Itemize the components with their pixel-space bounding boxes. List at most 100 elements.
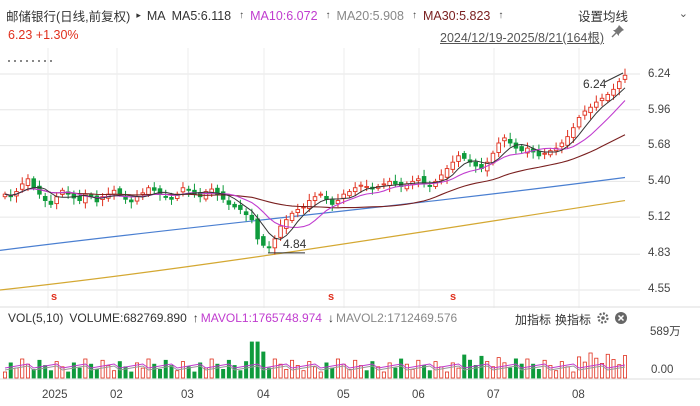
candle-body <box>622 74 628 80</box>
volume-bar <box>238 370 243 379</box>
candle-body <box>146 187 151 195</box>
gear-icon[interactable] <box>596 311 610 325</box>
volume-bar <box>318 371 323 379</box>
candle-body <box>215 187 220 195</box>
volume-bar <box>542 359 547 379</box>
pin-icon[interactable] <box>611 24 625 38</box>
volume-bar <box>77 367 82 379</box>
volume-bar <box>71 362 76 379</box>
volume-bar <box>295 365 300 379</box>
candle-body <box>450 161 456 170</box>
candle-body <box>289 212 295 221</box>
volume-bar <box>307 361 312 379</box>
candle-body <box>502 137 507 142</box>
volume-bar <box>180 361 185 379</box>
event-marker[interactable]: s <box>450 291 456 303</box>
event-marker[interactable]: s <box>51 291 57 303</box>
volume-bar <box>559 361 564 379</box>
volume-bar <box>152 363 157 379</box>
candlestick-chart[interactable]: 6.24 4.84 s s s <box>0 48 700 308</box>
event-marker[interactable]: s <box>328 291 334 303</box>
volume-bar <box>278 363 283 379</box>
volume-bar <box>14 367 19 379</box>
volume-bar <box>496 357 501 379</box>
volume-bar <box>370 361 375 379</box>
stock-title[interactable]: 邮储银行(日线,前复权) <box>6 10 131 24</box>
candle-body <box>295 209 301 213</box>
switch-indicator-button[interactable]: 换指标 <box>555 313 592 327</box>
volume-bar <box>301 370 306 379</box>
candle-body <box>312 196 318 201</box>
candle-body <box>576 117 582 128</box>
volume-bar <box>427 370 432 379</box>
candle-body <box>542 152 547 155</box>
chevron-down-icon[interactable]: ⌄ <box>678 8 688 20</box>
price-tick-1: 5.96 <box>648 104 671 116</box>
candle-body <box>266 246 272 249</box>
volume-bar <box>198 362 203 379</box>
volume-bar <box>445 371 450 379</box>
add-indicator-button[interactable]: 加指标 <box>515 313 552 327</box>
ma10-line <box>4 100 626 228</box>
candle-body <box>31 178 36 189</box>
chevron-right-icon[interactable]: ▸ <box>136 10 141 20</box>
volume-bar <box>94 369 99 379</box>
volume-bar <box>249 341 254 379</box>
mavol2-line <box>4 365 626 371</box>
mavol1-line <box>4 363 626 369</box>
vol-label[interactable]: VOL(5,10) <box>8 311 64 325</box>
volume-bar <box>20 358 25 379</box>
candle-body <box>220 191 226 200</box>
candle-body <box>169 197 174 200</box>
volume-axis-bottom: 0.00 <box>651 364 674 376</box>
candle-body <box>226 200 232 205</box>
candle-body <box>180 187 186 193</box>
candle-body <box>134 196 140 202</box>
x-tick-03: 03 <box>181 389 194 401</box>
date-range-link[interactable]: 2024/12/19-2025/8/21(164根) <box>440 31 605 45</box>
close-icon[interactable] <box>614 311 628 325</box>
arrow-down-icon: ↓ <box>327 311 334 325</box>
volume-bar <box>192 371 197 379</box>
volume-value: VOLUME:682769.890 <box>69 311 187 325</box>
volume-chart[interactable] <box>0 326 700 382</box>
candle-body <box>594 101 599 108</box>
volume-bar <box>221 369 226 379</box>
candle-body <box>571 127 576 138</box>
volume-bar <box>387 362 392 379</box>
candle-body <box>272 238 278 249</box>
price-tick-4: 5.12 <box>648 211 671 223</box>
candle-body <box>249 214 255 221</box>
x-tick-04: 04 <box>257 389 270 401</box>
candle-body <box>341 193 346 199</box>
candle-body <box>611 88 616 96</box>
candle-body <box>111 189 117 195</box>
candle-body <box>261 236 266 246</box>
arrow-up-icon: ↑ <box>411 10 417 21</box>
volume-bar <box>502 362 507 379</box>
candle-body <box>232 203 237 208</box>
volume-axis-top: 589万 <box>650 326 681 338</box>
candle-body <box>352 187 358 193</box>
candle-body <box>433 180 438 187</box>
volume-bar <box>261 351 266 379</box>
ma-label[interactable]: MA <box>146 8 166 23</box>
chart-header: 邮储银行(日线,前复权) ▸ MA MA5:6.118 ↑ MA10:6.072 ↑… <box>0 0 700 48</box>
volume-bar <box>364 370 369 379</box>
volume-bar <box>462 354 467 379</box>
volume-bar <box>399 358 404 379</box>
candle-body <box>393 180 398 185</box>
volume-bar <box>284 369 289 379</box>
volume-bar <box>335 358 340 379</box>
candle-body <box>284 219 289 229</box>
candle-body <box>243 211 249 216</box>
volume-bar <box>582 361 587 379</box>
candle-body <box>548 150 553 156</box>
volume-bar <box>186 366 191 379</box>
candle-body <box>427 185 433 187</box>
price-change: 6.23 +1.30% <box>8 28 79 42</box>
ma-settings-button[interactable]: 设置均线 <box>577 10 628 24</box>
volume-bar <box>312 366 317 379</box>
ma10-value: MA10:6.072 <box>250 8 318 23</box>
volume-bar <box>473 365 478 379</box>
